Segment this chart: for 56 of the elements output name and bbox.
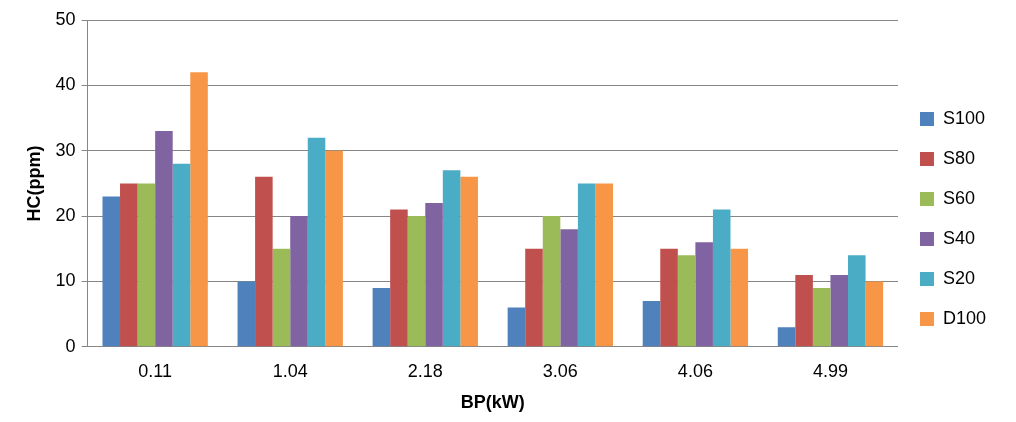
bar <box>102 196 121 347</box>
bar <box>307 137 326 347</box>
bar <box>407 216 426 347</box>
y-tick-label: 10 <box>55 270 76 291</box>
legend-label: S80 <box>942 147 975 168</box>
y-tick-label: 30 <box>55 139 76 160</box>
legend-label: S20 <box>942 267 975 288</box>
bar <box>237 281 256 347</box>
bar <box>848 255 866 347</box>
y-tick-label: 20 <box>55 205 76 226</box>
bar <box>695 242 713 347</box>
x-axis-title: BP(kW) <box>460 392 525 413</box>
x-tick-label: 1.04 <box>272 360 308 381</box>
y-axis-title: HC(ppm) <box>23 145 44 222</box>
bar <box>507 307 526 347</box>
bar <box>795 274 813 347</box>
bar <box>460 176 478 347</box>
bar <box>595 183 613 347</box>
bar <box>642 301 661 347</box>
y-tick-label: 40 <box>55 74 76 95</box>
bar <box>777 327 796 347</box>
legend-label: S100 <box>942 107 986 128</box>
bar <box>577 183 596 347</box>
bar <box>290 216 308 347</box>
legend-label: D100 <box>942 307 986 328</box>
bar <box>255 176 273 347</box>
bar <box>425 203 443 347</box>
y-tick-label: 50 <box>55 8 76 29</box>
bar <box>677 255 696 347</box>
bar <box>730 248 749 347</box>
bar <box>325 150 343 347</box>
bar <box>172 163 191 347</box>
bar <box>120 183 138 347</box>
x-tick-label: 4.06 <box>677 360 713 381</box>
x-tick-label: 3.06 <box>542 360 578 381</box>
bar <box>137 183 156 347</box>
bar <box>372 287 391 347</box>
x-tick-label: 4.99 <box>812 360 848 381</box>
bar <box>155 131 173 347</box>
bar <box>390 209 408 347</box>
y-tick-label: 0 <box>65 335 76 356</box>
bar <box>812 287 831 347</box>
bar <box>712 209 731 347</box>
x-tick-label: 0.11 <box>138 360 172 381</box>
bar <box>560 229 578 347</box>
bar <box>542 216 561 347</box>
bar <box>272 248 291 347</box>
legend-label: S40 <box>942 227 975 248</box>
bar <box>830 274 848 347</box>
bar <box>865 281 884 347</box>
bar <box>442 170 461 347</box>
x-tick-label: 2.18 <box>407 360 443 381</box>
bar <box>525 248 543 347</box>
legend-label: S60 <box>942 187 975 208</box>
bar <box>190 72 208 347</box>
bar <box>660 248 678 347</box>
